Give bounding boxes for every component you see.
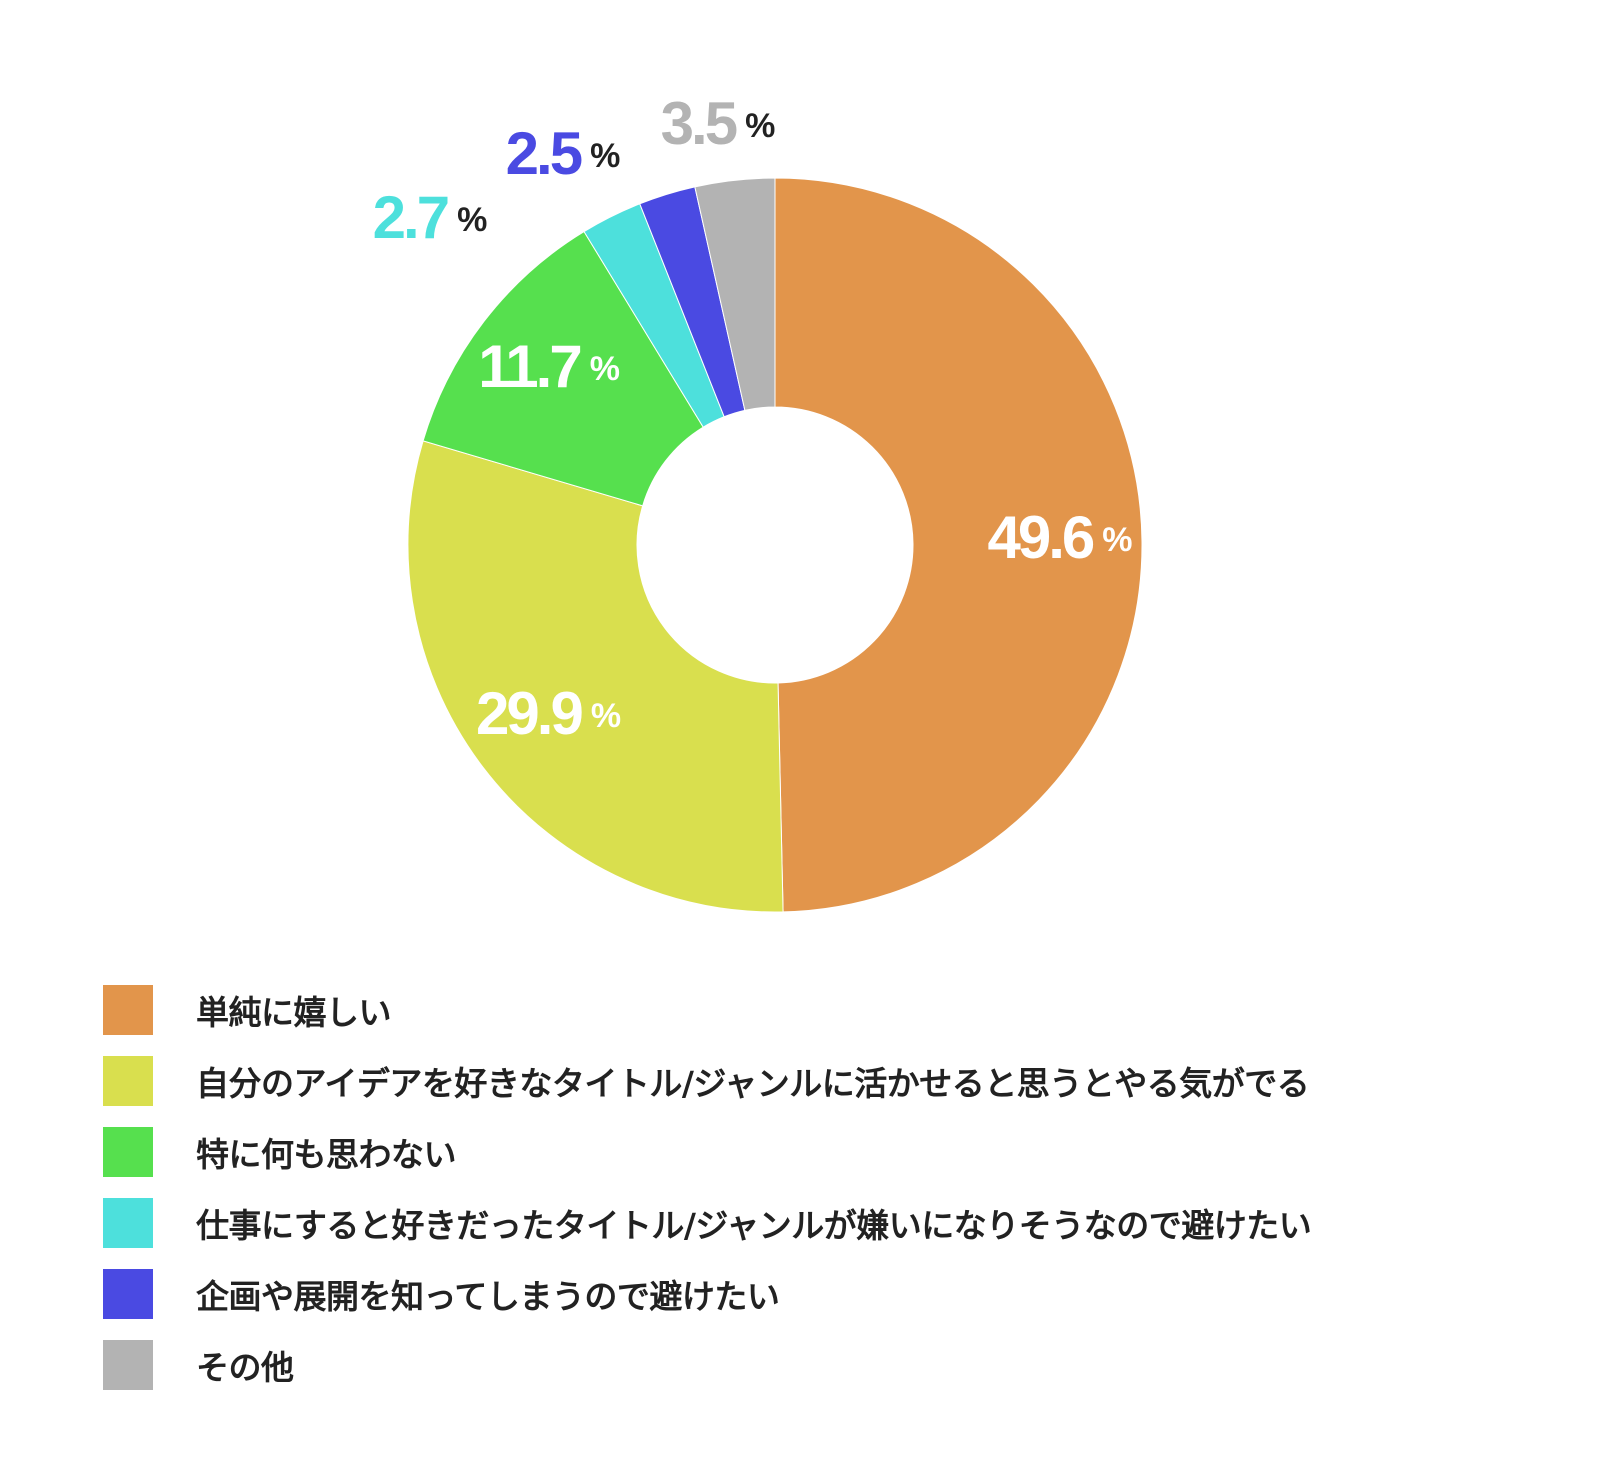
legend-item: 企画や展開を知ってしまうので避けたい bbox=[103, 1258, 1311, 1329]
pie-slice-2 bbox=[422, 230, 704, 507]
legend-label: 単純に嬉しい bbox=[196, 992, 392, 1032]
pie-slice-0 bbox=[774, 177, 1143, 913]
slice-value-number-0: 49.6 bbox=[987, 504, 1093, 571]
slice-value-label-5: 3.5% bbox=[661, 90, 776, 157]
legend-item: 仕事にすると好きだったタイトル/ジャンルが嫌いになりそうなので避けたい bbox=[103, 1187, 1312, 1258]
chart-legend: 単純に嬉しい自分のアイデアを好きなタイトル/ジャンルに活かせると思うとやる気がで… bbox=[103, 974, 1312, 1400]
slice-value-label-3: 2.7% bbox=[373, 184, 488, 251]
slice-value-label-4: 2.5% bbox=[506, 120, 621, 187]
legend-swatch bbox=[103, 1197, 153, 1248]
slice-value-label-1: 29.9% bbox=[476, 680, 621, 747]
slice-value-number-3: 2.7 bbox=[373, 184, 448, 251]
pie-slice-1 bbox=[407, 440, 784, 913]
slice-value-percent-0: % bbox=[1102, 521, 1132, 559]
legend-label: 企画や展開を知ってしまうので避けたい bbox=[196, 1276, 780, 1316]
legend-swatch bbox=[103, 984, 153, 1035]
slice-value-percent-1: % bbox=[591, 697, 621, 735]
slice-value-percent-3: % bbox=[457, 201, 487, 239]
legend-label: 自分のアイデアを好きなタイトル/ジャンルに活かせると思うとやる気がでる bbox=[196, 1063, 1310, 1103]
pie-slice-5 bbox=[694, 177, 776, 411]
legend-label: 特に何も思わない bbox=[196, 1134, 457, 1174]
slice-value-number-2: 11.7 bbox=[478, 333, 580, 400]
legend-swatch bbox=[103, 1055, 153, 1106]
legend-item: 単純に嬉しい bbox=[103, 974, 1311, 1045]
legend-label: その他 bbox=[196, 1347, 294, 1387]
slice-value-percent-5: % bbox=[745, 107, 775, 145]
slice-value-number-5: 3.5 bbox=[661, 90, 737, 157]
slice-value-number-1: 29.9 bbox=[476, 680, 582, 747]
slice-value-number-4: 2.5 bbox=[506, 120, 582, 187]
legend-label: 仕事にすると好きだったタイトル/ジャンルが嫌いになりそうなので避けたい bbox=[196, 1205, 1312, 1245]
legend-item: 特に何も思わない bbox=[103, 1116, 1311, 1187]
slice-value-percent-4: % bbox=[590, 137, 620, 175]
donut-chart: 49.6 %29.9 %11.7 %2.7 %2.5% 3.5% bbox=[373, 90, 1143, 913]
slice-value-label-0: 49.6% bbox=[987, 504, 1132, 571]
legend-swatch bbox=[103, 1126, 153, 1177]
slice-value-percent-2: % bbox=[590, 350, 620, 388]
legend-swatch bbox=[103, 1268, 153, 1319]
legend-item: その他 bbox=[103, 1329, 1311, 1400]
slice-value-label-2: 11.7% bbox=[478, 333, 620, 400]
legend-item: 自分のアイデアを好きなタイトル/ジャンルに活かせると思うとやる気がでる bbox=[103, 1045, 1311, 1116]
legend-swatch bbox=[103, 1339, 153, 1390]
